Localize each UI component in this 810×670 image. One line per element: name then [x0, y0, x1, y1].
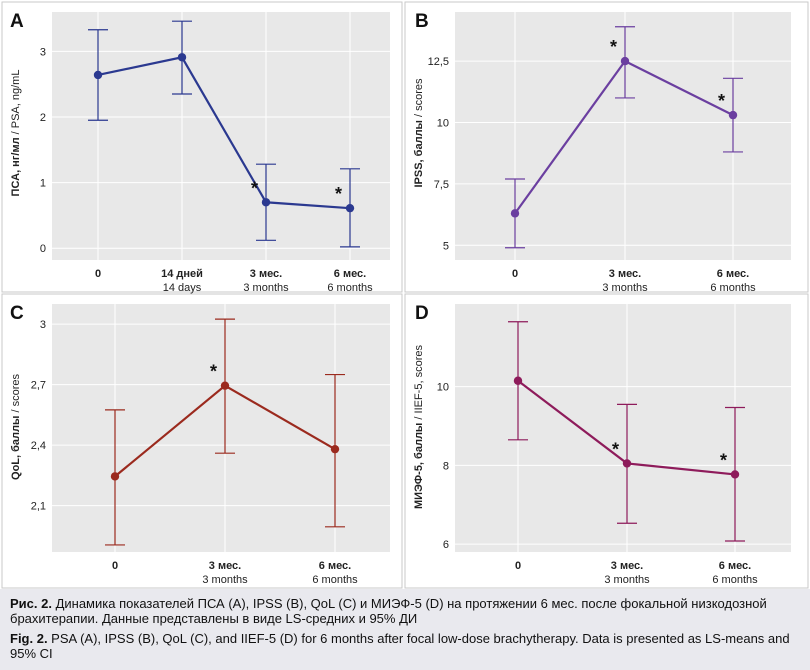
- panel-d-letter: D: [415, 303, 429, 324]
- panel-a-x-tick-label-en: 14 days: [163, 282, 202, 294]
- panel-a-x-tick-label-en: 3 months: [243, 282, 289, 294]
- panel-d-y-tick-label: 8: [443, 460, 449, 472]
- panel-b-y-tick-label: 12,5: [428, 56, 449, 68]
- panel-b-significance-star: *: [718, 91, 725, 111]
- panel-c-x-tick-label-en: 3 months: [202, 574, 248, 586]
- panel-d-y-axis-label: МИЭФ-5, баллы / IIEF-5, scores: [413, 345, 425, 509]
- panel-a-significance-star: *: [335, 184, 342, 204]
- panel-d-x-tick-label-en: 3 months: [604, 574, 650, 586]
- panel-b-x-tick-label-en: 6 months: [710, 282, 756, 294]
- panel-a-series-line: [97, 56, 351, 210]
- panel-a-y-tick-label: 0: [40, 243, 46, 255]
- panel-d-significance-star: *: [612, 439, 619, 459]
- panel-a-data-point: [345, 203, 355, 213]
- panel-c-x-tick-label: 3 мес.: [209, 560, 241, 572]
- panel-b-y-axis-label-rest: / scores: [413, 78, 425, 120]
- panel-c-letter: C: [10, 303, 24, 324]
- panel-d: 6 8 10 0 3 мес. 3 months 6 мес. 6 months МИЭФ-5,…: [404, 293, 809, 589]
- panel-a-y-axis-label-rest: / PSA, ng/mL: [10, 70, 22, 138]
- caption-en-label: Fig. 2.: [10, 631, 48, 646]
- panel-b-y-tick-label: 10: [437, 117, 449, 129]
- panel-b-data-point: [728, 110, 738, 120]
- panel-d-data-point: [730, 470, 740, 479]
- panel-d-significance-star: *: [720, 450, 727, 470]
- panel-a-x-tick-label: 0: [95, 268, 101, 280]
- panel-d-x-tick-label: 6 мес.: [719, 560, 751, 572]
- panel-b-x-tick-label: 0: [512, 268, 518, 280]
- caption-box: [0, 589, 810, 670]
- caption-ru: Рис. 2. Динамика показателей ПСА (A), IP…: [10, 596, 800, 626]
- panel-b-y-axis-label-bold: IPSS, баллы: [413, 120, 425, 187]
- panel-a-x-tick-label: 6 мес.: [334, 268, 366, 280]
- panel-c-plot-area: [52, 304, 390, 552]
- panel-b-x-tick-label: 6 мес.: [717, 268, 749, 280]
- panel-d-x-tick-label-en: 6 months: [712, 574, 758, 586]
- panel-b-y-axis-label: IPSS, баллы / scores: [413, 78, 425, 188]
- panel-b-y-tick-label: 5: [443, 240, 449, 252]
- panel-d-y-axis-label-bold: МИЭФ-5, баллы: [413, 423, 425, 509]
- panel-a-plot-area: [52, 12, 390, 260]
- panel-a-x-tick-label: 3 мес.: [250, 268, 282, 280]
- panel-c-x-tick-label: 0: [112, 560, 118, 572]
- panel-a-significance-star: *: [251, 178, 258, 198]
- panel-b-plot-area: [455, 12, 791, 260]
- panel-b-x-tick-label: 3 мес.: [609, 268, 641, 280]
- panel-a-x-tick-label-en: 6 months: [327, 282, 373, 294]
- caption-ru-text: Динамика показателей ПСА (A), IPSS (B), …: [10, 596, 767, 626]
- panel-a-data-point: [93, 70, 103, 80]
- caption-en: Fig. 2. PSA (A), IPSS (B), QoL (C), and …: [10, 631, 800, 661]
- panel-b-x-tick-label-en: 3 months: [602, 282, 648, 294]
- panel-d-data-point: [513, 376, 523, 385]
- panel-c-x-tick-label: 6 мес.: [319, 560, 351, 572]
- panel-c-y-tick-label: 2,4: [31, 440, 46, 452]
- panel-d-y-tick-label: 10: [437, 382, 449, 394]
- panel-c-data-point: [110, 472, 120, 481]
- panel-d-plot-area: [455, 304, 791, 552]
- panel-c-y-tick-label: 2,1: [31, 501, 46, 513]
- panel-b-letter: B: [415, 11, 429, 32]
- panel-a-y-axis-label-bold: ПСА, нг/мл: [10, 137, 22, 196]
- panel-c-y-tick-label: 3: [40, 319, 46, 331]
- panel-c-y-axis-label: QoL, баллы / scores: [10, 374, 22, 480]
- panel-c-y-tick-label: 2,7: [31, 380, 46, 392]
- caption-en-text: PSA (A), IPSS (B), QoL (C), and IIEF-5 (…: [10, 631, 790, 661]
- panel-a-y-tick-label: 2: [40, 112, 46, 124]
- panel-c-data-point: [220, 381, 230, 390]
- panel-a-letter: A: [10, 11, 24, 32]
- panel-b-data-point: [510, 209, 520, 218]
- panel-c-y-axis-label-rest: / scores: [10, 374, 22, 416]
- panel-a-data-point: [177, 53, 187, 62]
- caption-ru-label: Рис. 2.: [10, 596, 52, 611]
- panel-d-x-tick-label: 0: [515, 560, 521, 572]
- panel-a-data-point: [261, 198, 271, 207]
- panel-b: 5 7,5 10 12,5 0 3 мес. 3 months 6 мес. 6 months I…: [404, 1, 809, 294]
- panel-a-y-axis-label: ПСА, нг/мл / PSA, ng/mL: [10, 70, 22, 197]
- panel-c-data-point: [330, 444, 340, 454]
- panel-b-data-point: [620, 56, 630, 66]
- panel-a: 0 1 2 3 0 14 дней 14 days 3 мес. 3 months 6 мес. 6…: [1, 1, 403, 294]
- panel-a-x-tick-label: 14 дней: [161, 268, 203, 280]
- panel-c-y-axis-label-bold: QoL, баллы: [10, 416, 22, 480]
- panel-a-y-tick-label: 1: [40, 178, 46, 190]
- panel-c-x-tick-label-en: 6 months: [312, 574, 358, 586]
- panel-d-data-point: [622, 459, 632, 468]
- panel-c-significance-star: *: [210, 362, 217, 382]
- panel-d-y-tick-label: 6: [443, 539, 449, 551]
- panel-c: 2,1 2,4 2,7 3 0 3 мес. 3 months 6 мес. 6 months Q…: [1, 293, 403, 589]
- panel-b-y-tick-label: 7,5: [434, 179, 449, 191]
- panel-d-x-tick-label: 3 мес.: [611, 560, 643, 572]
- panel-d-y-axis-label-rest: / IIEF-5, scores: [413, 345, 425, 423]
- panel-a-y-tick-label: 3: [40, 46, 46, 58]
- panel-b-significance-star: *: [610, 37, 617, 57]
